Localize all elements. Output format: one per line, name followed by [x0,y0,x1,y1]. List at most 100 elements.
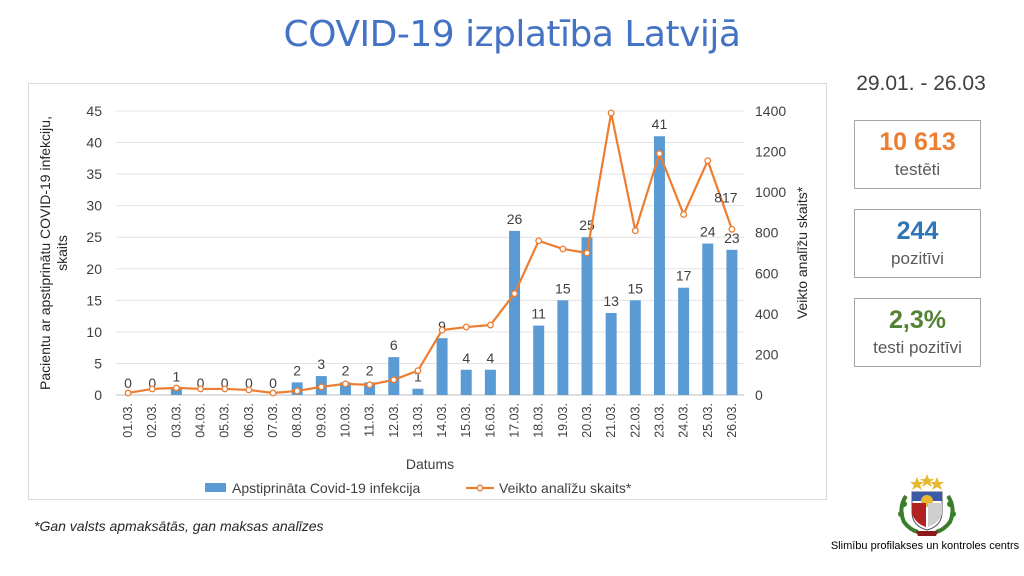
y-right-tick-label: 600 [755,265,779,281]
stat-value-rate: 2,3% [889,306,946,334]
legend-label: Apstiprināta Covid-19 infekcija [232,480,421,496]
y-right-tick-label: 400 [755,306,779,322]
x-tick-label: 10.03. [338,403,352,438]
x-tick-label: 17.03. [508,403,522,438]
series-line [127,112,733,395]
bar-data-label: 9 [438,318,446,334]
coat-of-arms-logo [892,474,962,538]
footnote: *Gan valsts apmaksātās, gan maksas analī… [34,518,324,534]
y-right-tick-label: 200 [755,346,779,362]
line-point [414,367,422,375]
bar-data-label: 4 [462,350,470,366]
y-right-tick-label: 0 [755,387,763,403]
x-tick-label: 24.03. [677,403,691,438]
line-point [390,376,398,384]
x-tick-label: 07.03. [266,403,280,438]
line-point [124,389,132,397]
x-tick-label: 12.03. [387,403,401,438]
line-point [221,385,229,393]
stat-box-tested: 10 613 testēti [854,120,981,189]
line-point [680,211,688,218]
line-point [342,380,349,388]
line-point [148,385,156,393]
x-tick-label: 15.03. [459,403,473,438]
x-tick-label: 23.03. [652,403,666,438]
bar-data-label: 11 [531,306,546,322]
bar [678,287,690,395]
bar [702,243,714,395]
x-tick-label: 13.03. [411,403,425,438]
stat-label-rate: testi pozitīvi [873,338,962,357]
bar-data-label: 0 [124,375,132,391]
x-tick-label: 01.03. [121,403,135,438]
bar-data-label: 2 [366,362,374,378]
legend-label: Veikto analīžu skaits* [499,480,632,496]
y-left-axis-title: Pacientu ar apstiprinātu COVID-19 infekc… [37,116,70,390]
x-tick-label: 06.03. [242,403,256,438]
date-range: 29.01. - 26.03 [856,72,986,95]
stat-label-positive: pozitīvi [891,249,944,268]
stat-value-positive: 244 [896,217,939,245]
line-point [197,385,204,393]
y-left-tick-label: 15 [86,292,102,308]
line-point [704,157,712,165]
y-right-tick-label: 1400 [755,103,786,119]
y-left-tick-label: 10 [86,324,102,340]
legend-swatch-bar [205,483,226,492]
stat-value-tested: 10 613 [879,128,956,156]
bar-data-label: 13 [603,293,619,309]
line-point [535,237,543,245]
y-left-axis-title-line: Pacientu ar apstiprinātu COVID-19 infekc… [37,116,53,390]
y-left-tick-label: 25 [86,229,102,245]
bar [581,237,593,395]
x-tick-label: 02.03. [145,403,159,438]
line-point [269,389,277,397]
bar-data-label: 17 [676,268,692,284]
bar [436,338,448,395]
line-point [462,323,470,331]
bar-data-label: 24 [700,224,716,240]
bar [364,382,376,395]
y-left-tick-label: 45 [86,103,102,119]
bar [629,300,641,395]
x-tick-label: 08.03. [290,403,304,438]
legend-swatch-marker [476,484,484,492]
y-left-tick-label: 35 [86,166,102,182]
line-point [559,245,567,253]
chart-frame: 0 5 10 15 20 25 30 35 40 45 0 200 400 600 800 1000 1200 1… [28,83,827,500]
x-tick-label: 09.03. [314,403,328,438]
y-right-tick-label: 1000 [755,184,786,200]
line-point [172,384,180,392]
bar [726,249,738,395]
line-point [317,383,325,391]
line-point [366,381,374,389]
y-left-tick-label: 5 [94,355,102,371]
bar-data-label: 0 [245,375,253,391]
x-tick-label: 18.03. [532,403,546,438]
line-point [511,290,518,298]
stat-box-positive: 244 pozitīvi [854,209,981,278]
organization-name: Slimību profilakses un kontroles centrs [830,540,1020,552]
bar [605,312,617,395]
y-right-tick-label: 800 [755,225,779,241]
bar [460,369,472,395]
x-axis-title: Datums [406,456,454,472]
x-tick-label: 25.03. [701,403,715,438]
bar-data-label: 1 [172,369,180,385]
x-tick-label: 22.03. [628,403,642,438]
bar-data-label: 6 [390,337,398,353]
y-right-tick-label: 1200 [755,144,786,160]
bar-data-label: 41 [652,116,668,132]
line-data-label: 817 [714,189,738,205]
bar [533,325,545,395]
bar-data-label: 1 [414,369,422,385]
x-tick-label: 16.03. [483,403,497,438]
x-tick-label: 05.03. [218,403,232,438]
bar-data-label: 26 [507,211,523,227]
bar-data-label: 4 [486,350,494,366]
line-point [607,109,615,117]
line-point [486,321,494,329]
bar-data-label: 0 [148,375,156,391]
x-tick-label: 19.03. [556,403,570,438]
bar-data-label: 0 [197,375,205,391]
